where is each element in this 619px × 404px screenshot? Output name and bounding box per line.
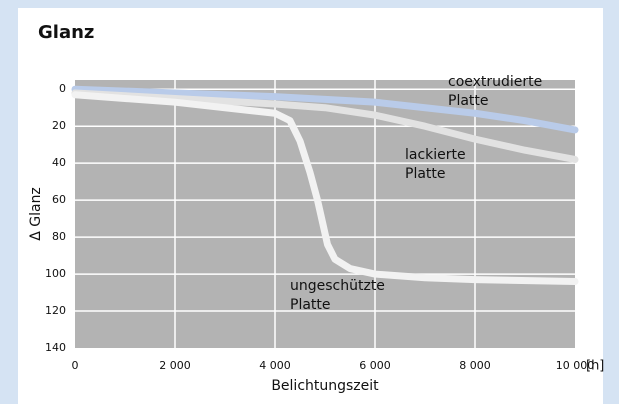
x-tick-label: 2 000 bbox=[159, 359, 191, 372]
line-label: coextrudierte bbox=[448, 74, 542, 90]
y-tick-label: 140 bbox=[45, 341, 66, 354]
x-unit: [h] bbox=[586, 359, 604, 374]
x-tick-label: 4 000 bbox=[259, 359, 291, 372]
line-label: Platte bbox=[405, 166, 446, 182]
line bbox=[71, 91, 579, 285]
line bbox=[71, 89, 579, 163]
y-tick-label: 120 bbox=[45, 304, 66, 317]
y-tick-label: 40 bbox=[52, 156, 66, 169]
x-tick-label: 0 bbox=[72, 359, 79, 372]
y-axis-label: Δ Glanz bbox=[28, 187, 44, 241]
y-tick-label: 60 bbox=[52, 193, 66, 206]
y-tick-label: 0 bbox=[59, 82, 66, 95]
y-tick-label: 20 bbox=[52, 119, 66, 132]
line-label: Platte bbox=[290, 297, 331, 313]
x-axis-label: Belichtungszeit bbox=[271, 378, 379, 394]
plot-area bbox=[75, 80, 575, 348]
line-label: lackierte bbox=[405, 147, 466, 163]
x-tick-label: 6 000 bbox=[359, 359, 391, 372]
line-label: Platte bbox=[448, 93, 489, 109]
chart-title: Glanz bbox=[38, 22, 94, 43]
x-tick-label: 10 000 bbox=[556, 359, 595, 372]
x-tick-label: 8 000 bbox=[459, 359, 491, 372]
line bbox=[71, 85, 579, 134]
y-tick-label: 80 bbox=[52, 230, 66, 243]
line-label: ungeschützte bbox=[290, 278, 385, 294]
y-tick-label: 100 bbox=[45, 267, 66, 280]
